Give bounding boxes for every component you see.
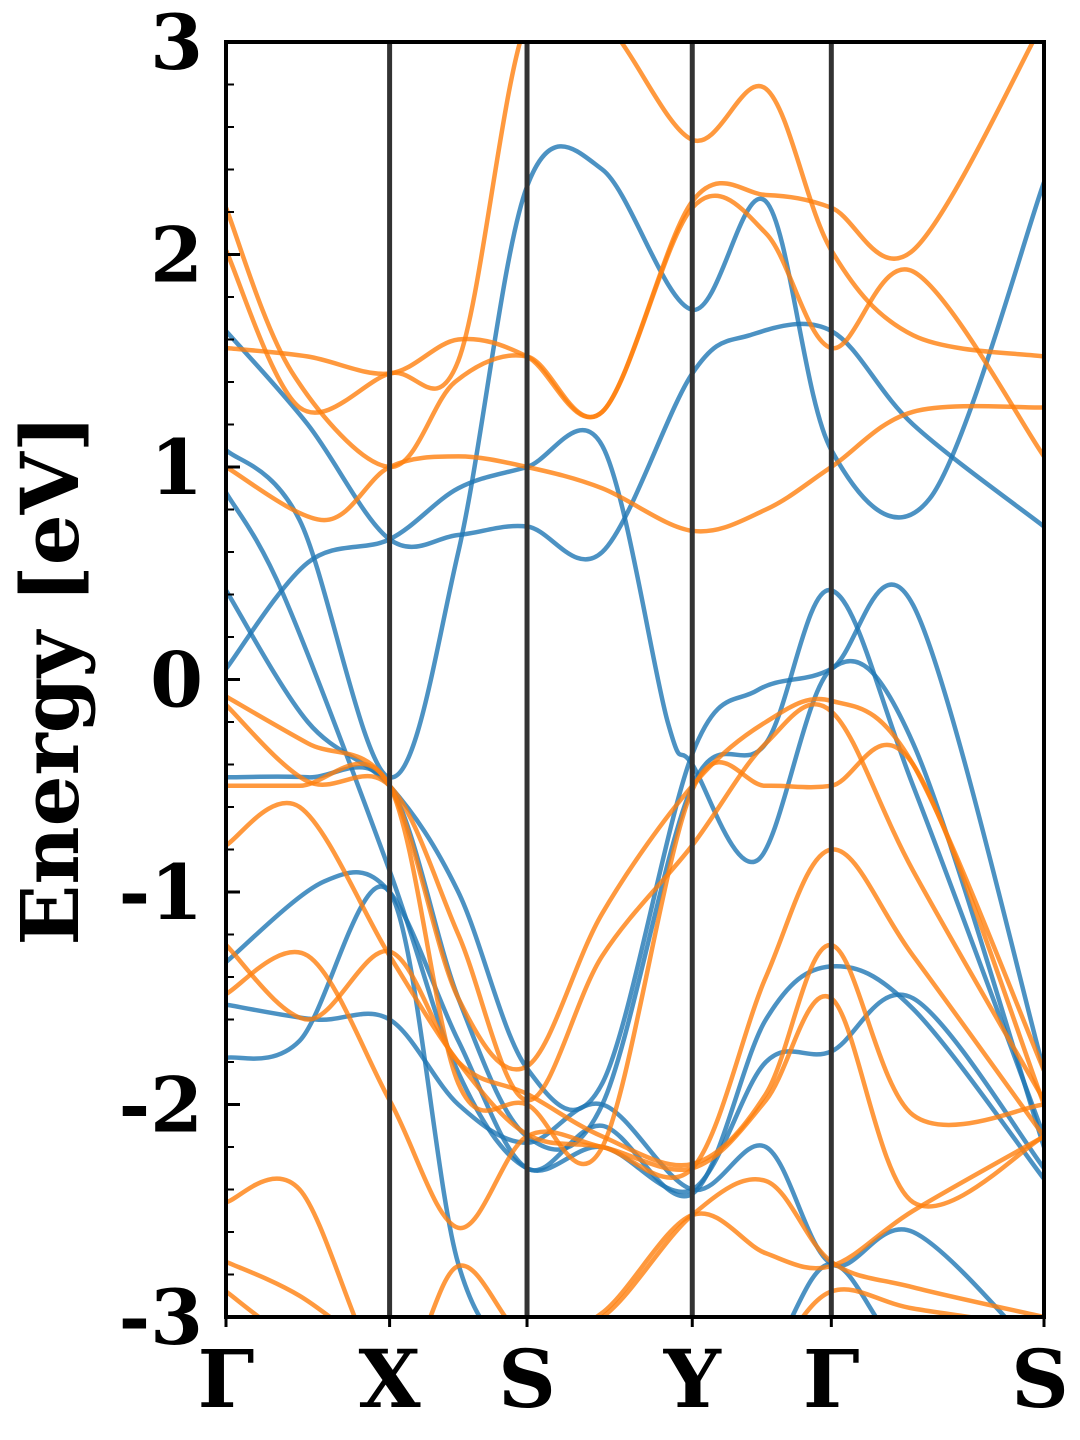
x-tick-label-4: Γ — [803, 1332, 860, 1426]
x-tick-label-0: Γ — [198, 1332, 255, 1426]
y-tick-label: 3 — [150, 0, 203, 87]
x-tick-label-1: X — [359, 1332, 421, 1426]
y-tick-label: 1 — [150, 423, 203, 512]
y-tick-label: -1 — [119, 848, 203, 937]
y-tick-label: -3 — [119, 1273, 203, 1362]
band-down-17 — [226, 942, 1044, 1168]
y-tick-label: -2 — [119, 1061, 203, 1150]
band-up-4 — [226, 427, 1044, 1148]
bands-layer — [226, 42, 1044, 1317]
band-down-21 — [226, 1287, 985, 1317]
band-down-11 — [226, 193, 1044, 458]
y-tick-label: 2 — [150, 211, 203, 300]
band-down-10 — [226, 42, 1044, 415]
band-up-1 — [226, 144, 1044, 780]
x-tick-label-5: S — [1011, 1332, 1069, 1426]
band-down-18 — [226, 949, 1044, 1231]
band-up-2 — [226, 491, 1044, 1194]
y-tick-label: 0 — [150, 636, 203, 725]
x-tick-label-2: S — [498, 1332, 556, 1426]
band-up-7 — [226, 1002, 1009, 1317]
band-up-8 — [226, 884, 879, 1317]
band-down-20 — [226, 1177, 1044, 1317]
x-tick-label-3: Y — [663, 1332, 722, 1426]
y-axis-ticks: 3 2 1 0 -1 -2 -3 — [119, 0, 240, 1362]
band-down-12 — [226, 403, 1044, 534]
kpoint-lines — [387, 42, 834, 1317]
band-down-16 — [226, 800, 1044, 1180]
y-axis-label: Energy [eV] — [3, 414, 97, 945]
band-down-19 — [226, 1134, 1044, 1317]
